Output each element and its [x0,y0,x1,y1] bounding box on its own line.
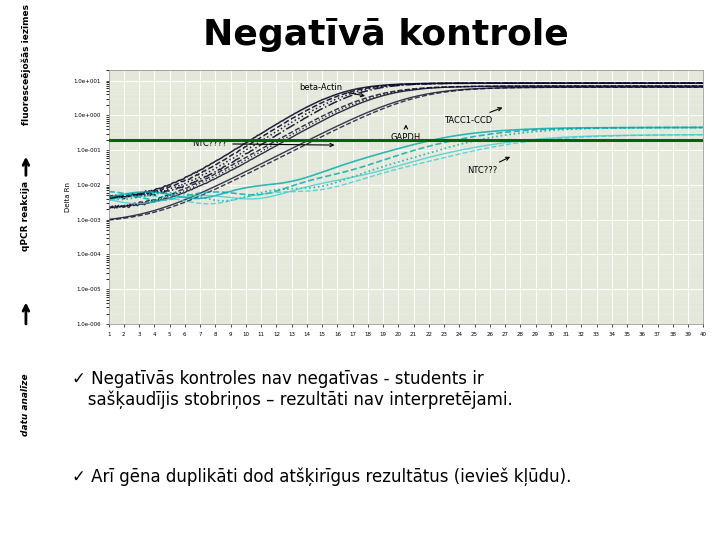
Text: NTC????: NTC???? [192,139,333,148]
Text: NTC???: NTC??? [467,157,509,175]
Text: Negatīvā kontrole: Negatīvā kontrole [203,18,569,52]
Text: ✓ Arī gēna duplikāti dod atšķirīgus rezultātus (ievieš kļūdu).: ✓ Arī gēna duplikāti dod atšķirīgus rezu… [72,467,571,485]
Text: qPCR reakcija: qPCR reakcija [22,181,30,251]
Text: GAPDH: GAPDH [391,126,421,141]
Text: Delta Rn vs Cycle: Delta Rn vs Cycle [354,72,421,82]
Text: fluoresceējošās iezīmes: fluoresceējošās iezīmes [21,4,31,125]
Text: beta-Actin: beta-Actin [300,83,364,97]
Text: ✓ Negatīvās kontroles nav negatīvas - students ir
   sašķaudījis stobriņos – rez: ✓ Negatīvās kontroles nav negatīvas - st… [72,370,513,409]
Y-axis label: Delta Rn: Delta Rn [65,182,71,212]
Text: TACC1-CCD: TACC1-CCD [444,107,501,125]
Text: datu analīze: datu analīze [22,374,30,436]
